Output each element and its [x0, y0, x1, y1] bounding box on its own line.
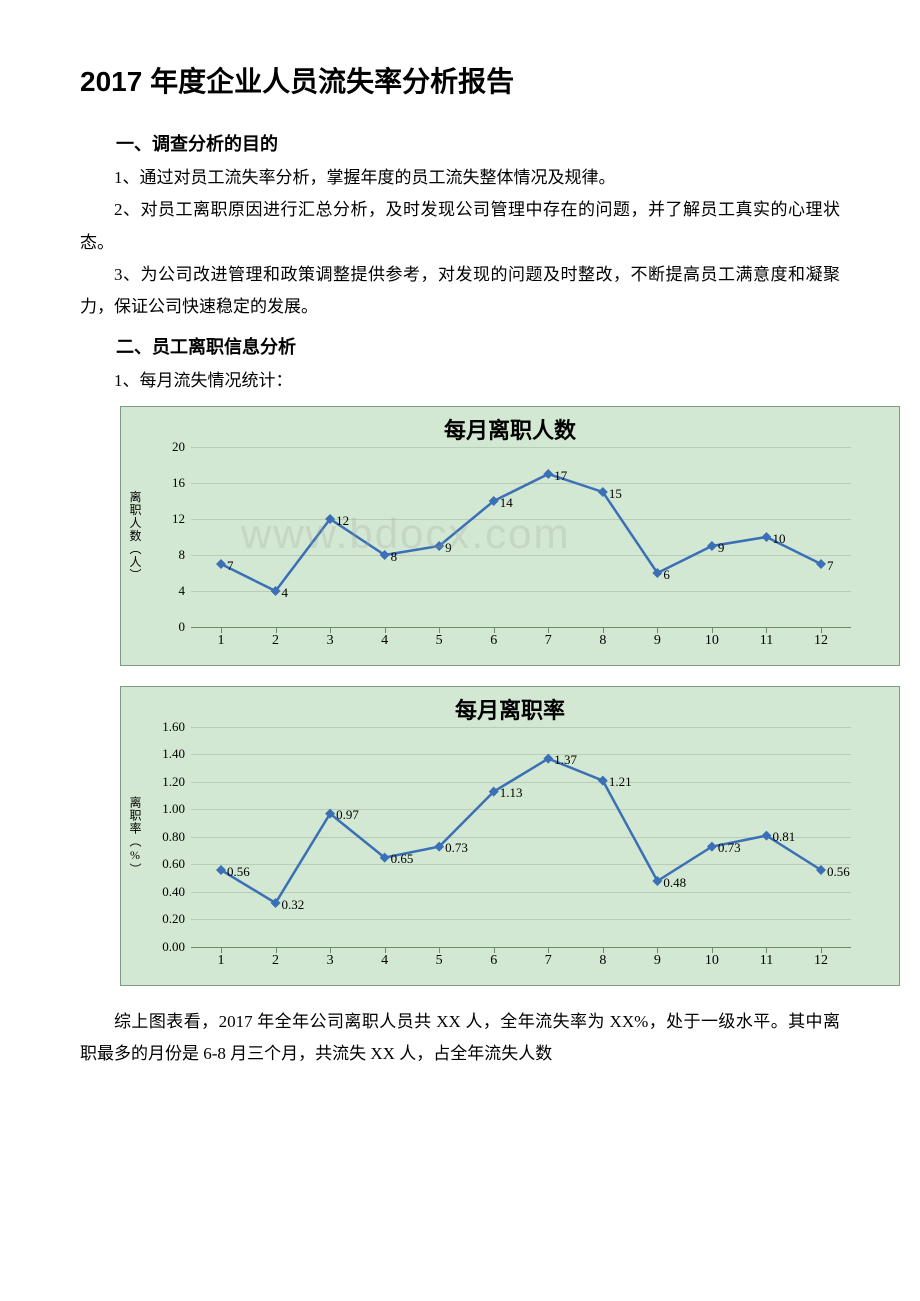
x-tick-label: 6 [490, 953, 497, 969]
y-tick-label: 1.40 [151, 746, 185, 762]
y-axis-label: 离职率（%） [127, 796, 144, 876]
data-point-label: 0.65 [391, 851, 414, 867]
data-point-label: 12 [336, 513, 349, 529]
data-point-label: 14 [500, 495, 513, 511]
data-point-label: 1.37 [554, 752, 577, 768]
x-tick-label: 10 [705, 633, 719, 649]
y-tick-label: 0.60 [151, 856, 185, 872]
data-point-label: 7 [827, 558, 834, 574]
data-point-label: 0.73 [718, 840, 741, 856]
section1-p2: 2、对员工离职原因进行汇总分析，及时发现公司管理中存在的问题，并了解员工真实的心… [80, 194, 840, 259]
y-tick-label: 0 [151, 619, 185, 635]
data-point-label: 1.21 [609, 774, 632, 790]
y-tick-label: 16 [151, 475, 185, 491]
section1-p3: 3、为公司改进管理和政策调整提供参考，对发现的问题及时整改，不断提高员工满意度和… [80, 259, 840, 324]
x-tick-label: 2 [272, 633, 279, 649]
x-tick-label: 11 [760, 633, 773, 649]
data-point-label: 8 [391, 549, 398, 565]
data-point-label: 17 [554, 468, 567, 484]
y-tick-label: 8 [151, 547, 185, 563]
x-tick-label: 4 [381, 953, 388, 969]
y-tick-label: 0.80 [151, 829, 185, 845]
y-tick-label: 20 [151, 439, 185, 455]
data-point-label: 0.56 [227, 864, 250, 880]
chart-title: 每月离职人数 [121, 407, 899, 449]
data-point-label: 0.73 [445, 840, 468, 856]
y-tick-label: 4 [151, 583, 185, 599]
data-point-label: 0.97 [336, 807, 359, 823]
x-tick-label: 8 [599, 953, 606, 969]
x-tick-label: 12 [814, 953, 828, 969]
y-tick-label: 1.60 [151, 719, 185, 735]
x-tick-label: 4 [381, 633, 388, 649]
data-point-label: 9 [718, 540, 725, 556]
data-point-label: 0.32 [282, 897, 305, 913]
x-tick-label: 7 [545, 953, 552, 969]
chart-title: 每月离职率 [121, 687, 899, 729]
data-point-label: 0.81 [772, 829, 795, 845]
line-series [191, 727, 851, 947]
x-tick-label: 5 [436, 953, 443, 969]
data-point-label: 4 [282, 585, 289, 601]
data-point-label: 1.13 [500, 785, 523, 801]
x-tick-label: 7 [545, 633, 552, 649]
section2-p1: 1、每月流失情况统计： [80, 365, 840, 397]
x-tick-label: 3 [327, 953, 334, 969]
section2-heading: 二、员工离职信息分析 [80, 333, 840, 359]
y-tick-label: 1.00 [151, 801, 185, 817]
y-tick-label: 1.20 [151, 774, 185, 790]
x-tick-label: 6 [490, 633, 497, 649]
y-tick-label: 0.20 [151, 911, 185, 927]
data-point-label: 10 [772, 531, 785, 547]
section1-p1: 1、通过对员工流失率分析，掌握年度的员工流失整体情况及规律。 [80, 162, 840, 194]
y-tick-label: 12 [151, 511, 185, 527]
section2-conclusion: 综上图表看，2017 年全年公司离职人员共 XX 人，全年流失率为 XX%，处于… [80, 1006, 840, 1071]
y-axis-label: 离职人数（人） [127, 490, 144, 581]
x-tick-label: 12 [814, 633, 828, 649]
data-point-label: 9 [445, 540, 452, 556]
x-tick-label: 10 [705, 953, 719, 969]
x-tick-label: 2 [272, 953, 279, 969]
line-series [191, 447, 851, 627]
x-tick-label: 5 [436, 633, 443, 649]
y-tick-label: 0.40 [151, 884, 185, 900]
data-point-label: 0.56 [827, 864, 850, 880]
section1-heading: 一、调查分析的目的 [80, 130, 840, 156]
grid-line [191, 947, 851, 948]
y-tick-label: 0.00 [151, 939, 185, 955]
data-point-label: 7 [227, 558, 234, 574]
x-tick-label: 1 [218, 953, 225, 969]
monthly-rate-chart: 每月离职率 0.00 0.20 0.40 0.60 0.80 1.00 1.20 1.40 1.6… [120, 686, 900, 986]
x-tick-label: 9 [654, 633, 661, 649]
monthly-headcount-chart: 每月离职人数0481216201234567891011127412891417… [120, 406, 900, 666]
x-tick-label: 3 [327, 633, 334, 649]
x-tick-label: 9 [654, 953, 661, 969]
data-point-label: 6 [663, 567, 670, 583]
x-tick-label: 1 [218, 633, 225, 649]
data-point-label: 0.48 [663, 875, 686, 891]
page-title: 2017 年度企业人员流失率分析报告 [80, 60, 840, 100]
x-tick-label: 8 [599, 633, 606, 649]
data-point-label: 15 [609, 486, 622, 502]
x-tick-label: 11 [760, 953, 773, 969]
grid-line [191, 627, 851, 628]
